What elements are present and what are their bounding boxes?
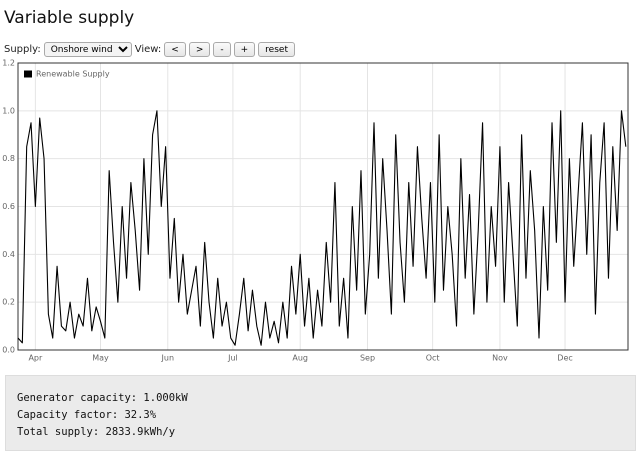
series-line <box>17 110 627 346</box>
x-tick-label: Dec <box>557 354 572 363</box>
supply-select[interactable]: Onshore wind <box>43 42 132 57</box>
legend-swatch <box>24 70 32 78</box>
x-tick-label: Oct <box>426 354 440 363</box>
controls: Supply: Onshore wind View: < > - + reset <box>4 42 295 57</box>
x-tick-label: Apr <box>28 354 43 363</box>
y-tick-label: 0.8 <box>2 154 15 163</box>
plot-frame <box>17 62 629 351</box>
page-title: Variable supply <box>4 8 135 28</box>
reset-button[interactable]: reset <box>258 42 295 57</box>
prev-button[interactable]: < <box>164 42 186 57</box>
y-tick-label: 0.6 <box>2 202 15 211</box>
y-tick-label: 1.0 <box>2 106 15 115</box>
zoom-in-button[interactable]: + <box>233 42 256 57</box>
x-tick-label: Aug <box>292 354 308 363</box>
y-tick-label: 0.4 <box>2 250 15 259</box>
y-tick-label: 0.2 <box>2 298 15 307</box>
info-panel: Generator capacity: 1.000kW Capacity fac… <box>5 375 636 451</box>
x-tick-label: Sep <box>360 354 375 363</box>
supply-label: Supply: <box>4 44 41 55</box>
y-tick-label: 1.2 <box>2 59 15 68</box>
view-label: View: <box>134 44 162 55</box>
capacity-text: Generator capacity: 1.000kW <box>17 392 188 404</box>
legend-label: Renewable Supply <box>36 70 110 79</box>
y-tick-label: 0.0 <box>2 346 15 355</box>
next-button[interactable]: > <box>188 42 211 57</box>
zoom-out-button[interactable]: - <box>213 42 231 57</box>
chart: 0.0 0.2 0.4 0.6 0.8 1.0 1.2 Apr May Jun Jul Aug Sep O… <box>2 59 629 363</box>
x-tick-label: Jul <box>227 354 238 363</box>
x-tick-label: Nov <box>492 354 508 363</box>
x-tick-label: May <box>92 354 109 363</box>
capacity-factor-text: Capacity factor: 32.3% <box>17 409 157 421</box>
x-tick-label: Jun <box>161 354 175 363</box>
total-supply-text: Total supply: 2833.9kWh/y <box>17 426 176 438</box>
